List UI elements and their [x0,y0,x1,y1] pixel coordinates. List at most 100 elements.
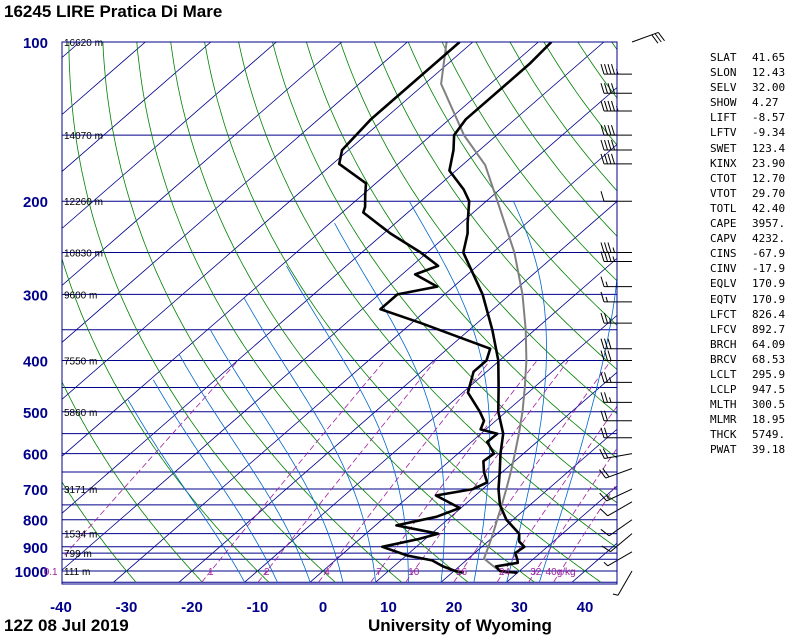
mixing-ratio-line [201,360,386,583]
index-value: 5749. [752,428,786,442]
background-grid [62,42,617,583]
index-row-brch: BRCH 64.09 [710,337,796,352]
mixing-ratio-line [528,447,617,583]
wind-barb-feather [604,313,608,324]
pressure-tick-label: 700 [23,482,48,499]
index-name: BRCH [710,337,737,351]
height-label: 111 m [64,567,90,578]
wind-barb-feather [600,251,605,262]
wind-barb-staff [607,551,633,567]
plot-frame [61,41,618,585]
wind-barb-half-feather [605,281,608,287]
wind-barb-staff [605,467,633,479]
index-value: 892.7 [752,322,786,336]
wind-barb-feather [602,468,610,478]
wind-barb-feather [607,125,612,136]
mixing-ratio-label: 7 [376,567,382,578]
wind-barb-half-feather [609,377,612,383]
height-label: 16620 m [64,38,103,49]
wind-barb-half-feather [612,247,615,253]
wind-barb [600,338,632,350]
index-value: 68.53 [752,352,786,366]
index-row-selv: SELV 32.00 [710,80,796,95]
chart-title: 16245 LIRE Pratica Di Mare [4,2,223,21]
wind-barb-feather [604,242,608,253]
index-row-lftv: LFTV -9.34 [710,125,796,140]
index-name: CAPV [710,232,737,246]
stability-indices-panel: SLAT 41.65 SLON 12.43 SELV 32.00 SHOW 4.27 LIFT -… [710,50,796,458]
index-value: 12.43 [752,66,786,80]
wind-barb-feather [604,125,608,136]
wind-barb-feather [651,34,659,44]
wind-barb-feather [601,545,611,553]
wind-barb [599,488,633,502]
index-value: 29.70 [752,186,786,200]
moist-adiabat-line [506,201,547,583]
mixing-ratio-line [405,360,569,583]
index-row-slon: SLON 12.43 [710,65,796,80]
wind-barb-feather [604,100,608,112]
dry-adiabat-line [170,42,535,583]
isotherm-line [113,143,617,583]
index-name: SLAT [710,51,737,64]
height-label: 10830 m [64,249,103,260]
index-name: LIFT [710,111,737,125]
mixing-ratio-label: 2 [264,567,270,578]
dry-adiabat-line [373,42,617,370]
index-value: -17.9 [752,262,786,276]
index-name: MLMR [710,413,737,427]
wind-barb-feather [607,153,612,165]
wind-barb-half-feather [612,593,619,596]
wind-barb [601,533,633,553]
wind-barb [600,153,632,165]
mixing-ratio-label: 1 [208,567,214,578]
wind-barb [600,139,632,151]
index-row-totl: TOTL 42.40 [710,201,796,216]
index-value: -8.57 [752,111,786,125]
index-name: LFCT [710,307,737,321]
dry-adiabat-line [68,42,336,583]
index-value: 32.00 [752,81,786,95]
index-row-lift: LIFT -8.57 [710,110,796,125]
isotherm-line [62,42,474,400]
wind-barb-feather [611,63,615,75]
height-label: 9600 m [64,290,97,301]
wind-barb-feather [600,125,605,136]
temperature-tick-label: -30 [116,599,138,616]
isotherm-line [62,86,617,571]
mixing-ratio-line [318,360,491,583]
wind-barb [600,427,632,439]
wind-barb-staff [610,533,633,553]
wind-barb [600,291,632,303]
mixing-ratio-label: 32 [530,567,542,578]
wind-barb-half-feather [609,397,612,403]
isotherm-line [62,42,605,514]
index-row-lfct: LFCT 826.4 [710,307,796,322]
wind-barb-feather [600,153,605,165]
pressure-tick-label: 200 [23,194,48,211]
wind-barb-feather [600,372,605,383]
wind-barb-feather [607,251,612,262]
mixing-ratio-line [62,360,239,559]
wind-barb [603,551,633,567]
index-row-mlmr: MLMR 18.95 [710,412,796,427]
index-value: 12.70 [752,171,786,185]
index-row-thck: THCK 5749. [710,427,796,442]
moist-adiabat-line [243,298,376,583]
index-name: KINX [710,156,737,170]
wind-barb [600,191,632,202]
wind-barb-feather [604,372,608,383]
temperature-tick-label: -20 [181,599,203,616]
index-name: EQTV [710,292,737,306]
wind-barb-feather [604,338,608,349]
temperature-tick-label: 10 [380,599,397,616]
wind-barb-feather [607,338,612,349]
index-row-vtot: VTOT 29.70 [710,186,796,201]
wind-barb-feather [657,32,665,42]
wind-barb-feather [607,83,612,94]
temperature-tick-label: 30 [511,599,528,616]
dewpoint-profile-line [337,42,499,575]
pressure-tick-label: 1000 [15,564,48,581]
isotherm-line [62,42,343,286]
